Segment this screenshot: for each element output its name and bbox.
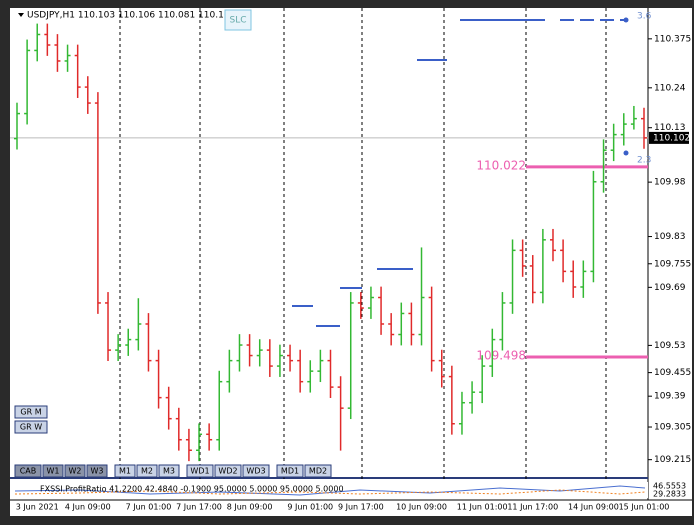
button[interactable]: M1	[114, 464, 136, 478]
button-bg	[64, 464, 86, 478]
y-tick-label: 109.83	[654, 232, 686, 242]
button-label: WD1	[190, 467, 209, 476]
button-bg	[186, 464, 214, 478]
y-tick-label: 109.53	[654, 341, 686, 351]
button-label: W1	[47, 467, 60, 476]
button[interactable]: WD3	[242, 464, 270, 478]
button-label: MD2	[309, 467, 327, 476]
button-bg	[42, 464, 64, 478]
button-bg	[158, 464, 180, 478]
button-label: SLC	[229, 16, 246, 26]
button[interactable]: GR W	[14, 420, 48, 434]
button-label: WD3	[246, 467, 265, 476]
y-tick-label: 109.69	[654, 283, 686, 293]
y-tick-label: 110.13	[654, 123, 686, 133]
button-bg	[276, 464, 304, 478]
level-label: 109.498	[476, 349, 526, 363]
button[interactable]: M3	[158, 464, 180, 478]
x-tick-label: 8 Jun 09:00	[227, 503, 273, 512]
x-tick-label: 15 Jun 01:00	[619, 503, 670, 512]
price-box	[649, 131, 689, 144]
button-label: MD1	[281, 467, 299, 476]
button-label: M3	[163, 467, 175, 476]
y-tick-label: 110.375	[654, 34, 691, 44]
x-tick-label: 7 Jun 01:00	[126, 503, 172, 512]
indicator-level: 29.2833	[653, 490, 686, 499]
button-bg	[14, 405, 48, 419]
levels-blue	[292, 19, 625, 327]
button[interactable]: MD1	[276, 464, 304, 478]
button[interactable]: W3	[86, 464, 108, 478]
day-separators	[119, 8, 607, 500]
note: 3.6	[637, 12, 652, 22]
button[interactable]: MD2	[304, 464, 332, 478]
y-tick-label: 109.455	[654, 368, 691, 378]
button[interactable]: WD1	[186, 464, 214, 478]
indicator-label: FXSSI.ProfitRatio 41.2200 42.4840 -0.190…	[40, 485, 344, 494]
y-tick-label: 109.39	[654, 392, 686, 402]
button-label: M1	[119, 467, 131, 476]
button-label: CAB	[20, 467, 37, 476]
header: USDJPY,H1 110.103 110.106 110.081 110.10…	[27, 11, 235, 21]
x-tick-label: 11 Jun 01:00	[457, 503, 508, 512]
panel	[10, 8, 692, 516]
button-bg	[136, 464, 158, 478]
button-bg	[114, 464, 136, 478]
y-tick-label: 109.98	[654, 178, 686, 188]
button[interactable]: W1	[42, 464, 64, 478]
button-bg	[86, 464, 108, 478]
button-label: WD2	[218, 467, 237, 476]
dot	[623, 150, 629, 156]
button-label: GR M	[20, 408, 41, 417]
indicator-level: 46.5553	[653, 482, 686, 491]
x-tick-label: 11 Jun 17:00	[507, 503, 558, 512]
button-label: M2	[141, 467, 153, 476]
button[interactable]: CAB	[14, 464, 42, 478]
indicator-line	[14, 485, 646, 496]
level-label: 110.022	[476, 158, 526, 172]
x-tick-label: 9 Jun 01:00	[287, 503, 333, 512]
y-tick-label: 110.24	[654, 83, 686, 93]
button-bg	[214, 464, 242, 478]
x-tick-label: 14 Jun 09:00	[568, 503, 619, 512]
x-tick-label: 7 Jun 17:00	[176, 503, 222, 512]
y-tick-label: 109.755	[654, 259, 691, 269]
button[interactable]: M2	[136, 464, 158, 478]
button-label: W3	[91, 467, 104, 476]
button-label: W2	[69, 467, 82, 476]
button-label: GR W	[20, 423, 42, 432]
dot	[623, 17, 629, 23]
button-bg	[14, 464, 42, 478]
y-tick-label: 109.305	[654, 423, 691, 433]
x-tick-label: 4 Jun 09:00	[65, 503, 111, 512]
button[interactable]: W2	[64, 464, 86, 478]
button-bg	[14, 420, 48, 434]
button-bg	[304, 464, 332, 478]
x-tick-label: 9 Jun 17:00	[338, 503, 384, 512]
x-tick-label: 3 Jun 2021	[16, 503, 59, 512]
price-label: 110.102	[653, 133, 690, 143]
button[interactable]: WD2	[214, 464, 242, 478]
indicator-area	[15, 482, 648, 498]
y-tick-label: 109.215	[654, 455, 691, 465]
note: 2.3	[637, 156, 651, 166]
button[interactable]: SLC	[224, 9, 252, 31]
menu-arrow	[18, 13, 24, 17]
x-tick-label: 10 Jun 09:00	[396, 503, 447, 512]
indicator-line	[14, 489, 646, 495]
button[interactable]: GR M	[14, 405, 48, 419]
button-bg	[242, 464, 270, 478]
